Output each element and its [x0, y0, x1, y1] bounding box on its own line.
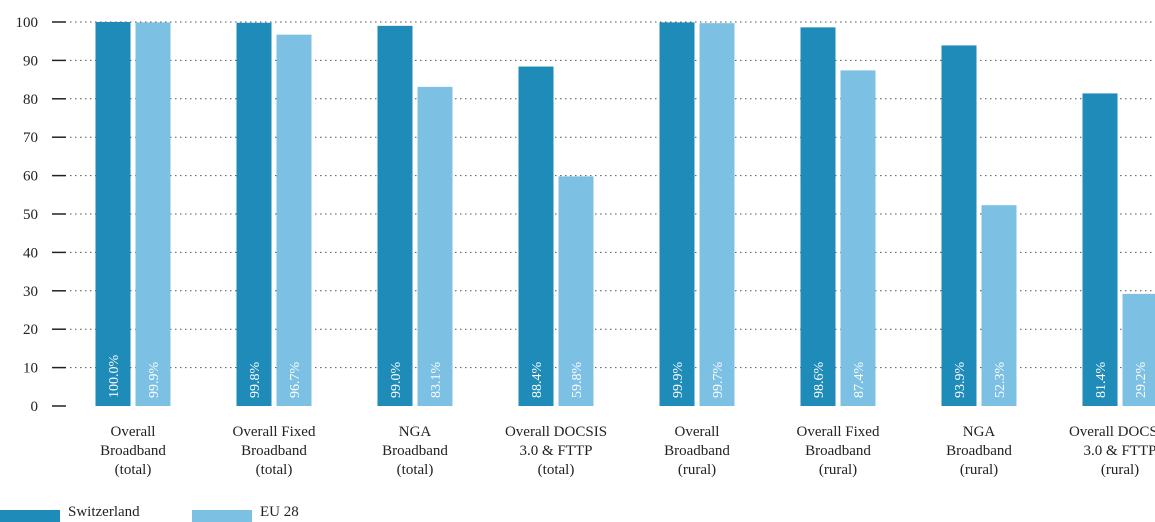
legend-swatch-eu28: [192, 510, 252, 522]
y-tick-label: 70: [23, 130, 38, 146]
bar-value-label: 88.4%: [530, 362, 545, 399]
y-axis: 0 10 20 30 40 50 60 70 80 90 100: [16, 15, 66, 415]
bar-value-label: 96.7%: [288, 362, 303, 399]
bar-value-label: 29.2%: [1134, 362, 1149, 399]
x-axis-labels: Overall Broadband (total) Overall Fixed Broa…: [100, 424, 1155, 478]
bar-eu28: [417, 86, 453, 407]
bar-value-label: 52.3%: [993, 362, 1008, 399]
y-tick-label: 10: [23, 361, 38, 377]
bar-switzerland: [236, 22, 272, 406]
bar-value-label: 87.4%: [852, 362, 867, 399]
x-category-label: Overall Fixed Broadband (total): [233, 424, 316, 478]
x-category-label: Overall Fixed Broadband (rural): [797, 424, 880, 478]
y-tick-label: 40: [23, 245, 38, 261]
bar-value-label: 59.8%: [570, 362, 585, 399]
y-tick-label: 100: [16, 15, 39, 31]
bar-value-label: 81.4%: [1094, 362, 1109, 399]
y-tick-label: 60: [23, 169, 38, 185]
bar-switzerland: [800, 27, 836, 406]
y-tick-label: 50: [23, 207, 38, 223]
bar-eu28: [840, 70, 876, 406]
x-category-label: Overall Broadband (rural): [664, 424, 730, 478]
bar-switzerland: [659, 22, 695, 406]
bar-value-label: 100.0%: [107, 355, 122, 399]
x-category-label: NGA Broadband (rural): [946, 424, 1012, 478]
bar-value-label: 99.0%: [389, 362, 404, 399]
bar-switzerland: [1082, 93, 1118, 406]
x-category-label: Overall Broadband (total): [100, 424, 166, 478]
legend-label-eu28: EU 28: [260, 504, 299, 520]
y-tick-label: 0: [31, 399, 39, 415]
bar-switzerland: [95, 22, 131, 406]
bar-eu28: [276, 34, 312, 407]
bar-value-label: 99.8%: [248, 362, 263, 399]
x-category-label: NGA Broadband (total): [382, 424, 448, 478]
bar-value-label: 93.9%: [953, 362, 968, 399]
bar-value-label: 99.7%: [711, 362, 726, 399]
legend-label-switzerland: Switzerland: [68, 504, 140, 520]
bar-eu28: [981, 205, 1017, 406]
y-tick-label: 20: [23, 322, 38, 338]
y-tick-label: 30: [23, 284, 38, 300]
bar-switzerland: [377, 25, 413, 407]
bar-eu28: [558, 176, 594, 406]
bar-switzerland: [941, 45, 977, 406]
bars: 100.0% 99.9% 99.8% 96.7% 99.0% 83.1% 88.4% 59.8…: [95, 22, 1155, 407]
bar-value-label: 99.9%: [147, 362, 162, 399]
x-category-label: Overall DOCSIS 3.0 & FTTP (total): [505, 424, 607, 478]
bar-switzerland: [518, 66, 554, 406]
y-tick-label: 80: [23, 92, 38, 108]
legend-swatch-switzerland: [0, 510, 60, 522]
bar-value-label: 99.9%: [671, 362, 686, 399]
bar-eu28: [135, 22, 171, 406]
bar-eu28: [699, 23, 735, 406]
y-tick-label: 90: [23, 53, 38, 69]
bar-value-label: 83.1%: [429, 362, 444, 399]
bar-chart: 0 10 20 30 40 50 60 70 80 90 100 100.0% 99.9% 99.8% 9…: [16, 15, 1155, 478]
bar-eu28: [1122, 293, 1155, 406]
bar-value-label: 98.6%: [812, 362, 827, 399]
